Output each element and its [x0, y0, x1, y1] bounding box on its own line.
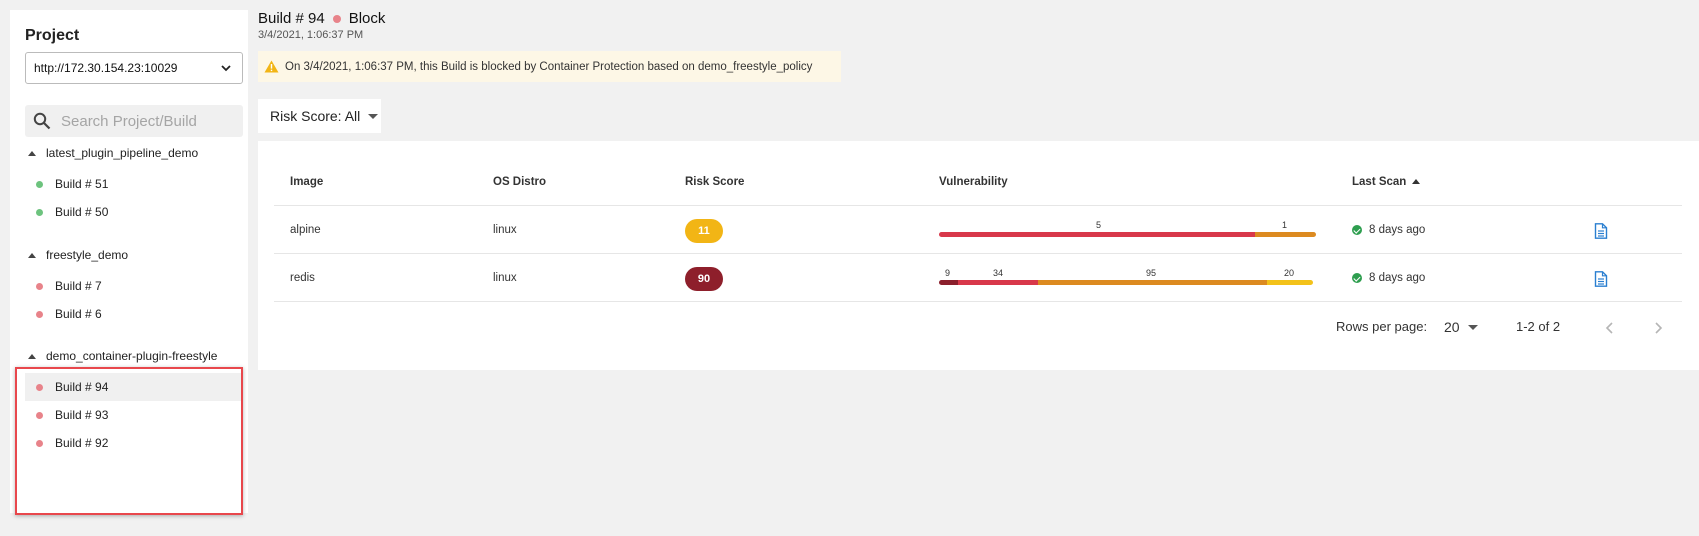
tree-build-item-selected[interactable]: Build # 94 — [25, 373, 243, 401]
collapse-arrow-icon — [28, 353, 36, 359]
vuln-segment-critical — [939, 280, 958, 285]
tree-build-item[interactable]: Build # 6 — [25, 300, 243, 328]
search-icon — [33, 112, 51, 130]
caret-down-icon — [368, 113, 379, 119]
check-circle-icon — [1352, 225, 1362, 235]
rows-per-page-value: 20 — [1444, 319, 1460, 335]
tree-group-label: freestyle_demo — [46, 248, 129, 262]
document-icon[interactable] — [1594, 223, 1608, 239]
divider — [274, 205, 1682, 206]
column-header-last-scan[interactable]: Last Scan — [1352, 176, 1421, 188]
pagination-range: 1-2 of 2 — [1516, 319, 1561, 334]
vuln-segment-low — [1267, 280, 1313, 285]
chevron-left-icon[interactable] — [1604, 321, 1616, 335]
cell-image: alpine — [290, 224, 321, 236]
tree-build-label: Build # 6 — [55, 307, 102, 321]
status-dot-icon — [36, 180, 43, 188]
divider — [274, 301, 1682, 302]
warning-icon — [264, 60, 279, 73]
project-select[interactable]: http://172.30.154.23:10029 — [25, 52, 243, 84]
search-box[interactable] — [25, 105, 243, 137]
warning-text: On 3/4/2021, 1:06:37 PM, this Build is b… — [285, 60, 813, 73]
risk-score-badge: 90 — [685, 267, 723, 291]
warning-banner: On 3/4/2021, 1:06:37 PM, this Build is b… — [258, 51, 841, 82]
cell-os: linux — [493, 272, 517, 284]
collapse-arrow-icon — [28, 150, 36, 156]
project-select-value: http://172.30.154.23:10029 — [34, 61, 178, 75]
rows-per-page-select[interactable]: 20 — [1444, 319, 1478, 335]
status-dot-icon — [36, 310, 43, 318]
build-date: 3/4/2021, 1:06:37 PM — [258, 29, 364, 41]
chevron-right-icon[interactable] — [1652, 321, 1664, 335]
rows-per-page-label: Rows per page: — [1336, 319, 1428, 334]
cell-image: redis — [290, 272, 315, 284]
vuln-count-medium: 1 — [1282, 220, 1288, 230]
tree-build-item[interactable]: Build # 7 — [25, 272, 243, 300]
sidebar-title: Project — [25, 27, 80, 44]
tree-build-label: Build # 7 — [55, 279, 102, 293]
cell-last-scan: 8 days ago — [1352, 224, 1425, 236]
caret-down-icon — [1467, 324, 1478, 330]
status-dot-icon — [36, 208, 43, 216]
tree-build-label: Build # 50 — [55, 205, 109, 219]
status-dot-icon — [36, 383, 43, 391]
tree-group-freestyle-demo[interactable]: freestyle_demo — [25, 243, 243, 267]
vuln-count-low: 20 — [1284, 268, 1295, 278]
column-header-os[interactable]: OS Distro — [493, 176, 547, 188]
tree-group-latest-plugin-pipeline-demo[interactable]: latest_plugin_pipeline_demo — [25, 141, 243, 165]
tree-group-label: demo_container-plugin-freestyle — [46, 349, 218, 363]
tree-group-label: latest_plugin_pipeline_demo — [46, 146, 199, 160]
document-icon[interactable] — [1594, 271, 1608, 287]
sidebar: Project http://172.30.154.23:10029 lates… — [10, 10, 248, 513]
risk-filter-label: Risk Score: All — [270, 108, 361, 124]
vuln-segment-medium — [1038, 280, 1267, 285]
status-dot-icon — [36, 282, 43, 290]
build-name: Build # 94 — [258, 10, 325, 27]
status-dot-icon — [36, 439, 43, 447]
risk-score-badge: 11 — [685, 219, 723, 243]
chevron-down-icon — [221, 65, 231, 72]
tree-build-item[interactable]: Build # 50 — [25, 198, 243, 226]
tree-build-item[interactable]: Build # 92 — [25, 429, 243, 457]
vulnerability-bar — [939, 232, 1316, 237]
tree-build-label: Build # 94 — [55, 380, 109, 394]
divider — [274, 253, 1682, 254]
images-table: Image OS Distro Risk Score Vulnerability… — [258, 141, 1699, 370]
sort-ascending-icon — [1412, 179, 1421, 184]
vulnerability-bar — [939, 280, 1313, 285]
vuln-segment-high — [939, 232, 1255, 237]
build-status: Block — [348, 10, 386, 27]
risk-score-filter[interactable]: Risk Score: All — [258, 99, 381, 133]
vuln-count-medium: 95 — [1146, 268, 1157, 278]
last-scan-text: 8 days ago — [1369, 272, 1426, 284]
check-circle-icon — [1352, 273, 1362, 283]
status-dot-icon — [36, 411, 43, 419]
vuln-segment-medium — [1255, 232, 1316, 237]
tree-build-item[interactable]: Build # 51 — [25, 170, 243, 198]
last-scan-label: Last Scan — [1352, 176, 1407, 188]
column-header-risk[interactable]: Risk Score — [685, 176, 745, 188]
vuln-count-high: 34 — [993, 268, 1004, 278]
column-header-image[interactable]: Image — [290, 176, 324, 188]
cell-os: linux — [493, 224, 517, 236]
status-dot-icon — [332, 14, 341, 23]
vuln-segment-high — [958, 280, 1038, 285]
last-scan-text: 8 days ago — [1369, 224, 1426, 236]
cell-last-scan: 8 days ago — [1352, 272, 1425, 284]
collapse-arrow-icon — [28, 252, 36, 258]
tree-build-label: Build # 93 — [55, 408, 109, 422]
vuln-count-high: 5 — [1096, 220, 1102, 230]
build-title: Build # 94 Block — [258, 10, 385, 27]
search-input[interactable] — [61, 112, 221, 130]
column-header-vulnerability[interactable]: Vulnerability — [939, 176, 1008, 188]
vuln-count-critical: 9 — [945, 268, 951, 278]
tree-build-item[interactable]: Build # 93 — [25, 401, 243, 429]
tree-group-demo-container-plugin-freestyle[interactable]: demo_container-plugin-freestyle — [25, 344, 243, 368]
tree-build-label: Build # 92 — [55, 436, 109, 450]
tree-build-label: Build # 51 — [55, 177, 109, 191]
